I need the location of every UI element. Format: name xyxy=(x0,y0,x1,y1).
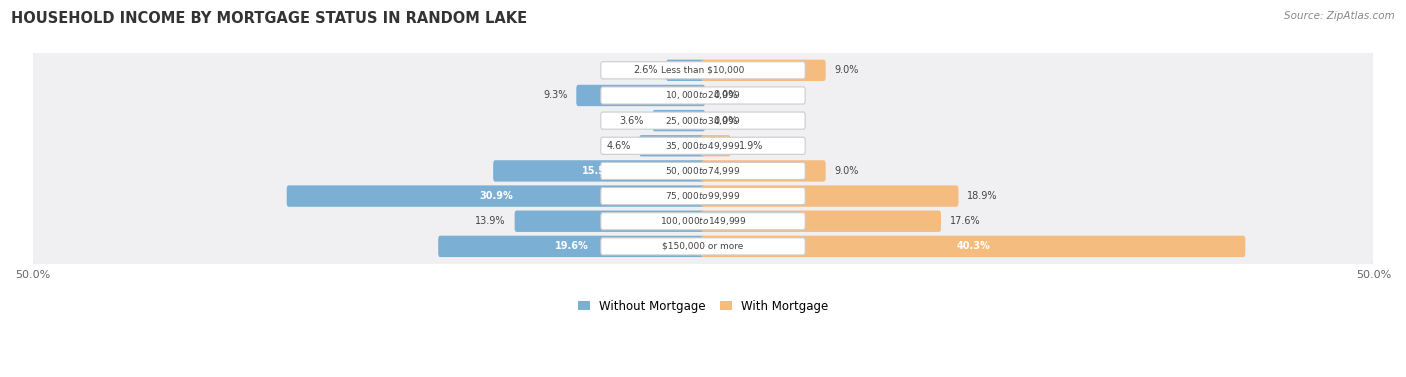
Text: 17.6%: 17.6% xyxy=(949,216,980,226)
FancyBboxPatch shape xyxy=(32,76,1374,115)
FancyBboxPatch shape xyxy=(32,227,1374,266)
Text: 15.5%: 15.5% xyxy=(582,166,616,176)
FancyBboxPatch shape xyxy=(32,126,1374,165)
FancyBboxPatch shape xyxy=(494,160,704,182)
FancyBboxPatch shape xyxy=(702,185,959,207)
FancyBboxPatch shape xyxy=(702,236,1246,257)
Text: Source: ZipAtlas.com: Source: ZipAtlas.com xyxy=(1284,11,1395,21)
Text: 13.9%: 13.9% xyxy=(475,216,506,226)
Legend: Without Mortgage, With Mortgage: Without Mortgage, With Mortgage xyxy=(574,295,832,317)
FancyBboxPatch shape xyxy=(702,60,825,81)
Text: 1.9%: 1.9% xyxy=(740,141,763,151)
Text: $100,000 to $149,999: $100,000 to $149,999 xyxy=(659,215,747,227)
Text: 40.3%: 40.3% xyxy=(956,241,990,251)
FancyBboxPatch shape xyxy=(32,177,1374,215)
FancyBboxPatch shape xyxy=(32,176,1374,216)
Text: HOUSEHOLD INCOME BY MORTGAGE STATUS IN RANDOM LAKE: HOUSEHOLD INCOME BY MORTGAGE STATUS IN R… xyxy=(11,11,527,26)
FancyBboxPatch shape xyxy=(600,87,806,104)
FancyBboxPatch shape xyxy=(32,126,1374,166)
Text: Less than $10,000: Less than $10,000 xyxy=(661,66,745,75)
FancyBboxPatch shape xyxy=(702,135,731,156)
Text: 3.6%: 3.6% xyxy=(620,116,644,126)
FancyBboxPatch shape xyxy=(32,51,1374,90)
Text: $25,000 to $34,999: $25,000 to $34,999 xyxy=(665,115,741,127)
FancyBboxPatch shape xyxy=(32,151,1374,191)
Text: 0.0%: 0.0% xyxy=(714,116,738,126)
FancyBboxPatch shape xyxy=(702,210,941,232)
Text: 19.6%: 19.6% xyxy=(555,241,589,251)
Text: $50,000 to $74,999: $50,000 to $74,999 xyxy=(665,165,741,177)
Text: $10,000 to $24,999: $10,000 to $24,999 xyxy=(665,89,741,101)
FancyBboxPatch shape xyxy=(439,236,704,257)
Text: 2.6%: 2.6% xyxy=(633,65,658,75)
Text: 9.0%: 9.0% xyxy=(834,166,859,176)
FancyBboxPatch shape xyxy=(600,238,806,255)
FancyBboxPatch shape xyxy=(32,51,1374,90)
Text: $35,000 to $49,999: $35,000 to $49,999 xyxy=(665,140,741,152)
FancyBboxPatch shape xyxy=(515,210,704,232)
FancyBboxPatch shape xyxy=(600,187,806,205)
Text: 30.9%: 30.9% xyxy=(479,191,513,201)
Text: 18.9%: 18.9% xyxy=(967,191,998,201)
FancyBboxPatch shape xyxy=(32,101,1374,141)
Text: 9.0%: 9.0% xyxy=(834,65,859,75)
FancyBboxPatch shape xyxy=(652,110,704,131)
FancyBboxPatch shape xyxy=(702,160,825,182)
Text: $75,000 to $99,999: $75,000 to $99,999 xyxy=(665,190,741,202)
FancyBboxPatch shape xyxy=(600,137,806,154)
FancyBboxPatch shape xyxy=(576,85,704,106)
FancyBboxPatch shape xyxy=(600,112,806,129)
FancyBboxPatch shape xyxy=(600,213,806,230)
FancyBboxPatch shape xyxy=(32,152,1374,190)
FancyBboxPatch shape xyxy=(287,185,704,207)
FancyBboxPatch shape xyxy=(32,76,1374,115)
FancyBboxPatch shape xyxy=(640,135,704,156)
FancyBboxPatch shape xyxy=(32,201,1374,241)
Text: 0.0%: 0.0% xyxy=(714,90,738,100)
Text: 9.3%: 9.3% xyxy=(543,90,568,100)
FancyBboxPatch shape xyxy=(32,101,1374,140)
FancyBboxPatch shape xyxy=(32,227,1374,266)
Text: 4.6%: 4.6% xyxy=(606,141,631,151)
Text: $150,000 or more: $150,000 or more xyxy=(662,242,744,251)
FancyBboxPatch shape xyxy=(32,202,1374,241)
FancyBboxPatch shape xyxy=(600,162,806,179)
FancyBboxPatch shape xyxy=(600,62,806,79)
FancyBboxPatch shape xyxy=(666,60,704,81)
